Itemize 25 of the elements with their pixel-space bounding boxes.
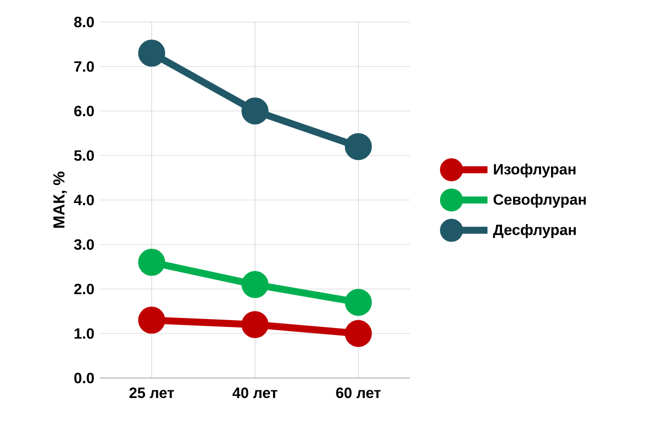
- y-tick-label: 8.0: [74, 16, 94, 28]
- point: [138, 248, 166, 276]
- legend-label: Изофлуран: [494, 164, 576, 178]
- y-tick-label: 5.0: [74, 150, 94, 161]
- legend-label: Севофлуран: [494, 194, 586, 208]
- y-tick-label: 4.0: [74, 194, 94, 206]
- y-tick-label: 0.0: [74, 372, 94, 384]
- y-tick-label: 2.0: [74, 284, 94, 294]
- point: [344, 288, 372, 316]
- x-tick-label: 25 лет: [129, 388, 174, 398]
- point: [242, 98, 268, 125]
- point: [138, 40, 166, 67]
- y-axis-title: МАК, %: [53, 172, 67, 228]
- point: [138, 306, 166, 334]
- point: [242, 311, 268, 338]
- point: [242, 271, 268, 298]
- y-tick-label: 1.0: [74, 328, 94, 339]
- x-tick-label: 40 лет: [232, 388, 278, 398]
- legend-label: Десфлуран: [493, 224, 576, 238]
- point: [344, 133, 372, 160]
- y-tick-label: 6.0: [74, 106, 94, 116]
- y-tick-label: 7.0: [74, 61, 94, 72]
- y-tick-label: 3.0: [74, 239, 94, 250]
- point: [344, 320, 372, 347]
- x-tick-label: 60 лет: [336, 388, 381, 398]
